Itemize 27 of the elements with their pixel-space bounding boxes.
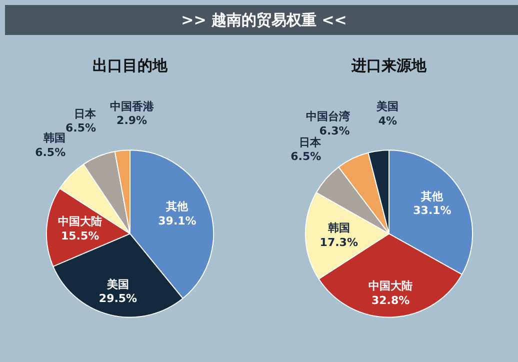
slice-label: 中国大陆	[58, 215, 102, 228]
slice-label: 韩国	[326, 222, 350, 235]
slice-label: 中国台湾	[306, 110, 351, 124]
text: >> 越南的贸易权重 <<	[181, 10, 347, 31]
slice-label: 日本	[299, 136, 322, 149]
data-label: 15.5%	[60, 229, 100, 242]
slice-label: 中国大陆	[368, 279, 413, 292]
chart-title: 进口来源地	[350, 56, 428, 74]
slice-label: 其他	[420, 190, 444, 203]
data-label: 6.3%	[319, 124, 350, 138]
data-label: 33.1%	[413, 204, 452, 218]
slice-label: 美国	[376, 100, 399, 114]
slice-label: 日本	[74, 107, 97, 120]
slice-label: 其他	[165, 200, 190, 214]
chart-title: 出口目的地	[92, 56, 168, 74]
slice-label: 韩国	[42, 131, 66, 144]
slice-label: 美国	[106, 278, 129, 291]
slice-label: 中国香港	[110, 100, 155, 113]
data-label: 29.5%	[98, 292, 138, 306]
data-label: 6.5%	[290, 150, 322, 164]
data-label: 6.5%	[65, 122, 96, 135]
data-label: 39.1%	[158, 214, 196, 228]
data-label: 4%	[378, 114, 398, 128]
data-label: 17.3%	[320, 236, 358, 250]
data-label: 32.8%	[371, 294, 410, 307]
data-label: 2.9%	[116, 114, 148, 128]
data-label: 6.5%	[35, 146, 66, 159]
